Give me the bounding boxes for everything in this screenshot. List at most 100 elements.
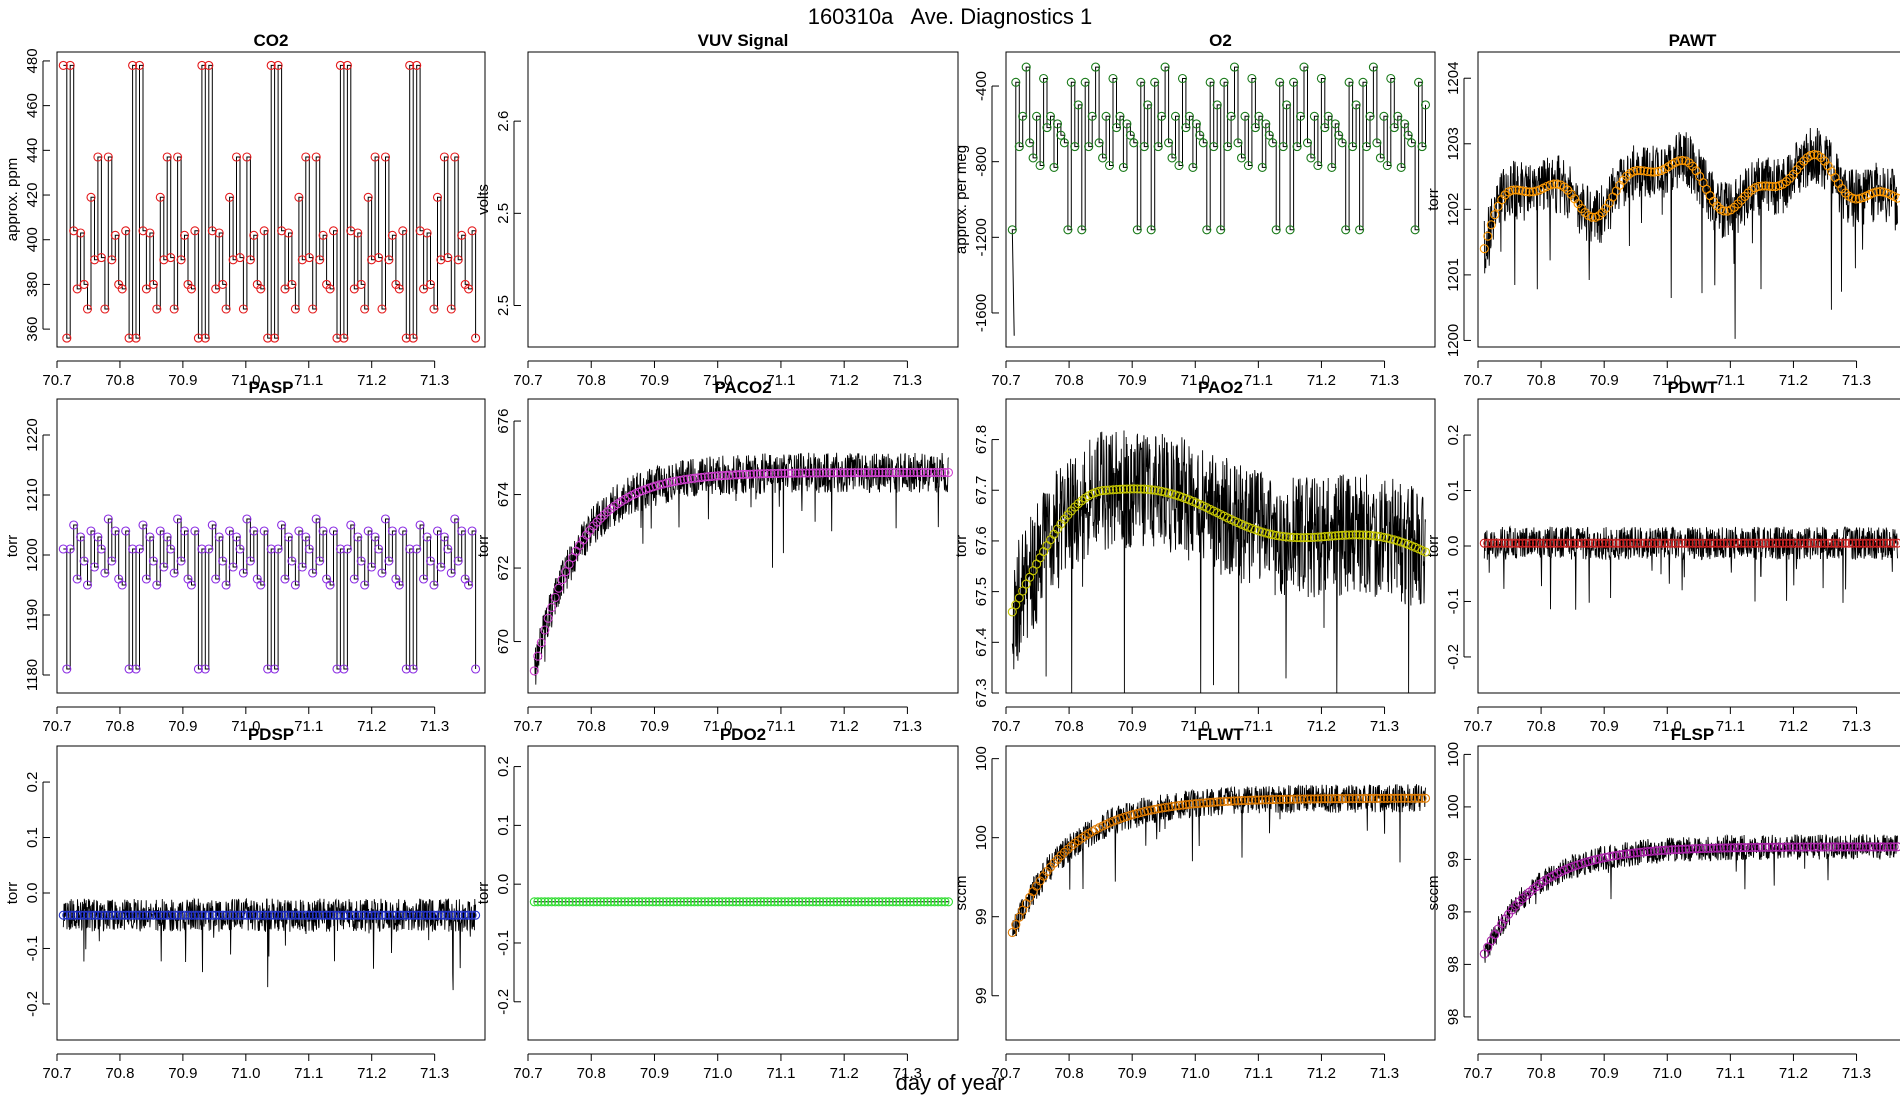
data-point (394, 580, 404, 590)
data-point (242, 910, 252, 920)
x-tick-label: 70.7 (42, 1065, 71, 1082)
data-point (1247, 795, 1257, 805)
y-tick-label: 1220 (24, 418, 41, 451)
data-point (69, 226, 79, 236)
data-point (1511, 538, 1521, 548)
data-point (335, 60, 345, 70)
raw-trace (1012, 784, 1426, 937)
data-point (1018, 111, 1028, 121)
data-point (1275, 531, 1285, 541)
raw-trace (1483, 127, 1898, 339)
data-point (377, 910, 387, 920)
data-point (173, 910, 183, 920)
data-point (1785, 842, 1795, 852)
data-point (849, 468, 860, 478)
panel-flwt: FLWT sccm 70.7 70.8 70.9 71.0 71.1 71.2 71.3 99 99… (953, 725, 1436, 1082)
data-point (169, 910, 179, 920)
data-point (780, 468, 790, 478)
data-point (405, 60, 415, 70)
data-point (923, 897, 933, 907)
data-point (294, 192, 304, 202)
marker-group (1479, 150, 1900, 254)
data-point (277, 226, 287, 236)
y-tick-label: -0.1 (1445, 589, 1462, 615)
data-point (429, 910, 439, 920)
x-tick-label: 70.8 (1054, 718, 1083, 735)
raw-trace (533, 452, 949, 685)
x-tick-label: 71.0 (1653, 718, 1682, 735)
plot-frame (1005, 51, 1436, 348)
data-point (1306, 794, 1316, 804)
data-point (1143, 100, 1153, 110)
data-point (940, 467, 950, 478)
data-point (1355, 793, 1365, 804)
data-point (1066, 77, 1076, 87)
data-point (1330, 794, 1340, 804)
data-point (1375, 793, 1385, 803)
data-point (231, 532, 242, 542)
data-point (557, 575, 567, 585)
data-point (138, 226, 148, 236)
data-point (148, 279, 158, 289)
data-point (1754, 842, 1764, 852)
data-point (1025, 138, 1035, 148)
data-point (1139, 484, 1149, 494)
x-tick-label: 70.8 (1054, 1065, 1083, 1082)
data-point (436, 562, 446, 572)
data-point (1379, 793, 1389, 803)
data-point (1389, 123, 1399, 133)
data-point (1334, 530, 1344, 541)
data-point (759, 469, 769, 479)
x-tick-label: 70.8 (1526, 372, 1555, 389)
x-tick-label: 71.2 (357, 372, 386, 389)
plot-frame (527, 398, 959, 694)
data-point (1327, 531, 1337, 541)
data-point (1757, 538, 1767, 548)
x-tick-label: 71.2 (1307, 718, 1336, 735)
data-point (1875, 842, 1885, 852)
data-point (1247, 73, 1257, 84)
data-point (937, 467, 947, 478)
data-point (1514, 185, 1524, 195)
data-point (675, 475, 686, 485)
data-point (121, 226, 131, 236)
data-point (1708, 538, 1719, 548)
data-point (238, 568, 248, 578)
data-point (82, 580, 93, 590)
data-point (1695, 538, 1705, 548)
data-point (1278, 142, 1288, 152)
data-point (1615, 538, 1625, 548)
data-point (1799, 842, 1809, 852)
data-point (211, 284, 221, 294)
data-point (1160, 487, 1170, 497)
data-point (1507, 538, 1517, 548)
data-point (190, 226, 200, 236)
x-tick-label: 71.2 (1779, 1065, 1808, 1082)
data-point (370, 152, 380, 162)
data-point (1344, 530, 1354, 540)
data-point (1636, 165, 1646, 176)
data-point (1490, 538, 1500, 548)
data-point (1205, 797, 1215, 807)
data-point (1216, 225, 1226, 235)
data-point (82, 304, 93, 314)
data-point (1761, 842, 1771, 852)
data-point (1289, 532, 1299, 542)
data-point (100, 910, 110, 920)
data-point (686, 897, 696, 907)
data-point (1639, 847, 1649, 857)
data-point (1493, 538, 1503, 548)
data-point (1188, 799, 1198, 809)
data-point (606, 897, 616, 907)
data-point (353, 910, 363, 920)
y-tick-label: 98 (1445, 1009, 1462, 1026)
data-point (270, 664, 280, 674)
data-point (1098, 153, 1108, 163)
data-point (1691, 844, 1701, 854)
data-point (1580, 538, 1590, 548)
data-point (1035, 160, 1045, 171)
data-point (259, 526, 269, 536)
plot-frame (527, 51, 959, 348)
data-point (1170, 801, 1181, 811)
